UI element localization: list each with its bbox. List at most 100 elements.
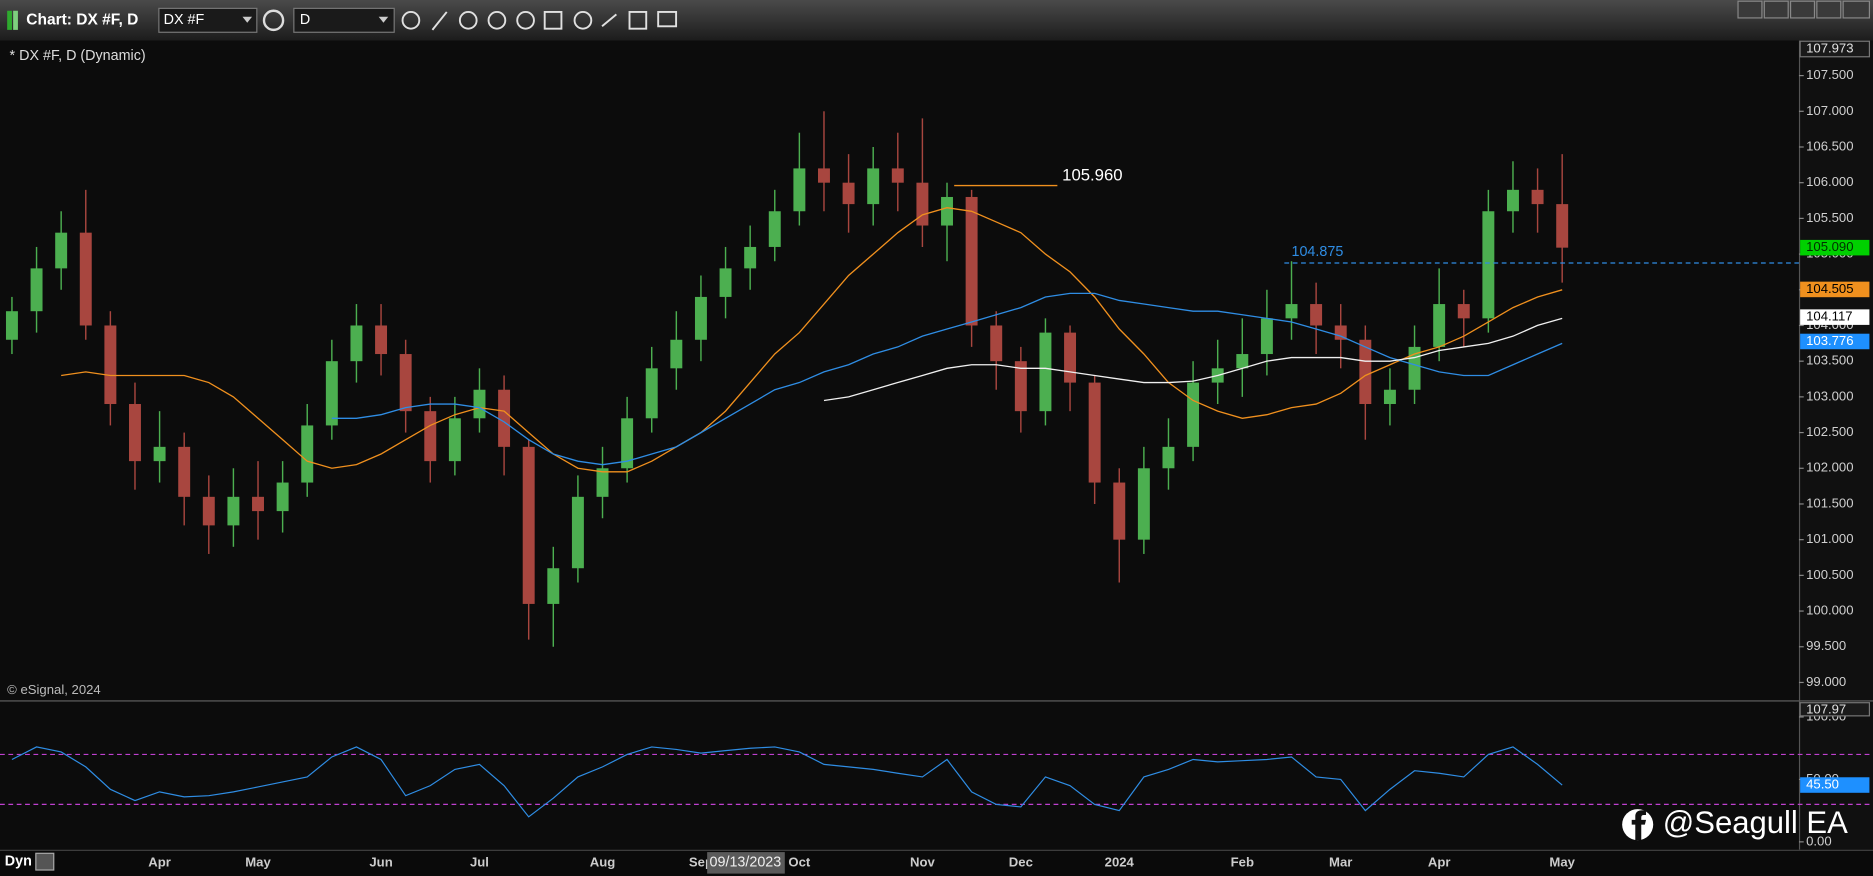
candle-body [473,389,486,419]
candle-body [325,361,338,426]
candle-body [1531,189,1544,205]
dropdown-arrow[interactable] [242,16,253,23]
y-tick-label: 101.500 [1806,495,1853,510]
candle-body [1433,304,1446,347]
scale-header-box [1799,702,1871,717]
y-tick-label: 105.500 [1806,210,1853,225]
candle-body [867,168,880,205]
candle-body [30,268,43,312]
candle-body [79,232,92,326]
interval-box[interactable] [293,7,395,33]
play-icon[interactable] [516,10,535,30]
text-icon[interactable] [543,10,563,30]
x-tick-label: May [245,854,271,869]
candle-body [399,354,412,412]
price-tag-label: 107.973 [1806,40,1853,55]
price-tag [1800,239,1870,256]
y-tick-label: 106.000 [1806,174,1853,189]
candle-body [1359,339,1372,405]
candle-body [571,496,584,569]
x-tick-label: Dec [1009,854,1033,869]
scale-header: 107.97 [1806,701,1846,716]
minimize-button[interactable] [1789,0,1816,19]
source-note: © eSignal, 2024 [7,682,101,697]
study-icon[interactable] [458,10,478,30]
draw-icon[interactable] [431,11,448,31]
candle-body [498,389,511,447]
price-axis [1798,40,1873,850]
y-tick-label: 107.000 [1806,103,1853,118]
candle-body [375,325,388,355]
candle-body [818,168,830,183]
x-tick-label: 2024 [1105,854,1135,869]
y-tick-label: 101.000 [1806,531,1853,546]
candle-body [448,418,461,462]
dyn-label: Dyn [5,853,32,869]
price-tag [1800,281,1870,298]
restore-button[interactable] [1816,0,1842,19]
x-tick-label: Apr [148,854,171,869]
tool-icon[interactable] [601,13,617,28]
chart-icon[interactable] [487,10,507,30]
alert-icon[interactable] [573,10,593,30]
close-button[interactable] [1842,0,1871,19]
candle-body [5,311,18,340]
window-title: Chart: DX #F, D [26,11,138,28]
cursor-date: 09/13/2023 [710,855,782,871]
indicator-line [11,746,1563,818]
candle-body [55,232,68,269]
candle-body [1457,304,1470,319]
candle-body [645,368,658,419]
price-pane [0,40,1799,701]
candle-body [1507,189,1519,212]
candle-body [941,196,953,226]
candle-body [1482,211,1495,319]
candle-body [842,182,855,205]
candle-body [1137,468,1150,540]
link-button[interactable] [1763,0,1789,19]
clock-icon[interactable] [401,10,421,30]
note-icon[interactable] [657,10,678,28]
candle-body [670,339,683,369]
candle-body [596,468,609,497]
candle-body [153,446,166,462]
list-icon[interactable] [628,10,648,30]
price-tag-label: 105.090 [1806,239,1853,254]
lock-icon[interactable] [35,852,55,871]
candle-body [129,404,141,462]
candle-body [522,446,535,604]
x-tick-label: Mar [1329,854,1352,869]
y-tick-label: 99.000 [1806,674,1846,689]
x-tick-label: Jun [369,854,392,869]
chart-title: * DX #F, D (Dynamic) [10,48,146,64]
symbol-box[interactable] [158,7,258,33]
candle-body [227,496,240,526]
x-tick-label: Apr [1428,854,1451,869]
x-tick-label: Sep [689,854,713,869]
x-tick-label: Feb [1231,854,1254,869]
value-tag-label: 45.50 [1806,776,1839,791]
y-tick-label: 100.000 [1806,603,1853,618]
watermark: @Seagull EA [1663,805,1848,840]
candle-body [1408,346,1421,390]
date-axis [0,849,1873,876]
candle-body [178,446,191,497]
candle-body [1334,325,1347,340]
help-button[interactable] [1737,0,1763,19]
settings-icon[interactable] [262,9,285,32]
y-tick-label: 0.00 [1806,833,1832,848]
moving-average [823,317,1563,402]
price-tag-label: 104.505 [1806,281,1853,296]
candle-body [965,196,978,326]
dropdown-arrow[interactable] [378,16,389,23]
price-tag [1800,309,1870,325]
x-tick-label: May [1549,854,1575,869]
y-tick-label: 99.500 [1806,638,1846,653]
candle-body [1236,354,1249,369]
candle-body [1014,361,1027,412]
moving-average [61,207,1563,473]
candle-body [1039,332,1052,412]
y-tick-label: 100.500 [1806,567,1853,582]
y-tick-label: 103.500 [1806,353,1853,368]
